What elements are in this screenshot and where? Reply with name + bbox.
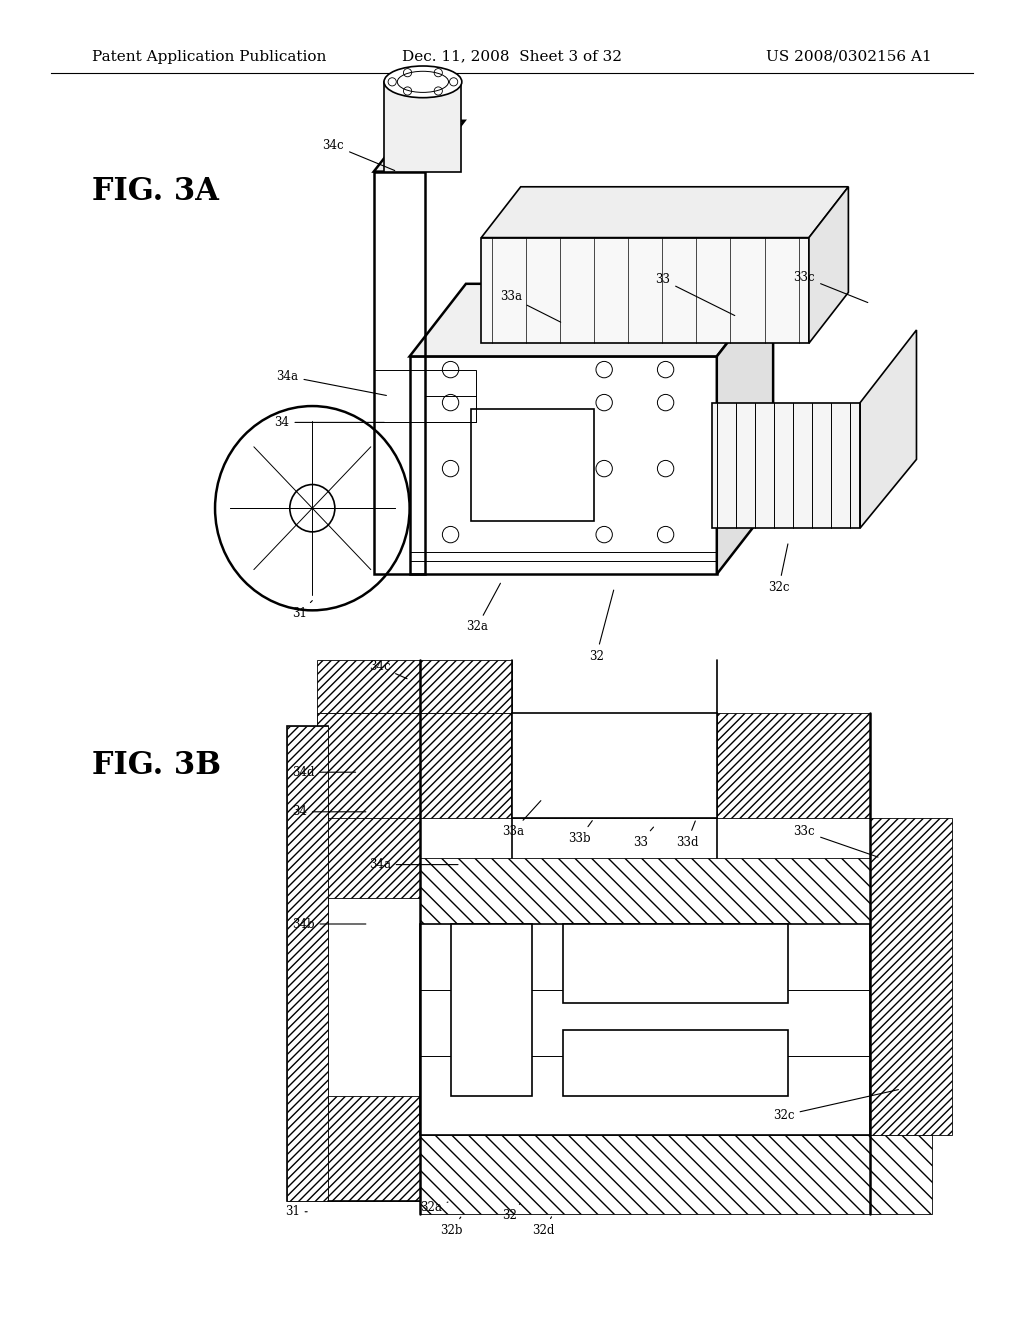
- Bar: [374, 172, 425, 574]
- Bar: [420, 924, 870, 1135]
- Text: 32: 32: [589, 590, 613, 663]
- Text: 32c: 32c: [773, 1089, 898, 1122]
- Polygon shape: [317, 660, 512, 713]
- Text: 34c: 34c: [369, 660, 408, 678]
- Text: 33a: 33a: [502, 801, 541, 838]
- Text: 34a: 34a: [369, 858, 458, 871]
- Bar: [287, 726, 328, 1201]
- Bar: [471, 409, 594, 521]
- Text: 32c: 32c: [768, 544, 790, 594]
- Bar: [563, 1030, 788, 1096]
- Polygon shape: [870, 818, 952, 1135]
- Text: 33b: 33b: [568, 821, 592, 845]
- Text: 33c: 33c: [794, 825, 878, 857]
- Bar: [563, 924, 788, 1003]
- Text: Dec. 11, 2008  Sheet 3 of 32: Dec. 11, 2008 Sheet 3 of 32: [402, 50, 622, 63]
- Text: FIG. 3A: FIG. 3A: [92, 176, 219, 207]
- Bar: [374, 370, 476, 422]
- Text: 34a: 34a: [276, 370, 386, 396]
- Text: 32: 32: [502, 1204, 520, 1222]
- Text: FIG. 3B: FIG. 3B: [92, 750, 221, 781]
- Bar: [512, 713, 717, 818]
- Polygon shape: [481, 187, 848, 238]
- Bar: [287, 647, 973, 1228]
- Text: Patent Application Publication: Patent Application Publication: [92, 50, 327, 63]
- Text: 33: 33: [655, 273, 735, 315]
- Polygon shape: [374, 121, 464, 172]
- Text: 31: 31: [292, 601, 312, 620]
- Bar: [384, 82, 461, 172]
- Bar: [451, 924, 532, 1096]
- Text: 32a: 32a: [420, 1201, 447, 1214]
- Text: 32a: 32a: [466, 583, 501, 634]
- Text: 33d: 33d: [676, 821, 698, 849]
- Text: 32d: 32d: [532, 1217, 555, 1237]
- Polygon shape: [420, 1135, 932, 1214]
- Text: 31: 31: [285, 1205, 307, 1218]
- Polygon shape: [860, 330, 916, 528]
- Text: 33c: 33c: [794, 271, 867, 302]
- Text: 34d: 34d: [292, 766, 355, 779]
- Text: 34b: 34b: [292, 917, 366, 931]
- Bar: [481, 238, 809, 343]
- Polygon shape: [420, 858, 870, 924]
- Polygon shape: [717, 284, 773, 574]
- Polygon shape: [317, 1096, 420, 1201]
- Text: 34: 34: [274, 416, 384, 429]
- Text: 34c: 34c: [323, 139, 394, 170]
- Text: 33a: 33a: [500, 290, 561, 322]
- Polygon shape: [410, 284, 773, 356]
- Polygon shape: [809, 187, 848, 343]
- Polygon shape: [317, 713, 870, 818]
- Ellipse shape: [384, 66, 462, 98]
- Text: 34: 34: [292, 805, 366, 818]
- Polygon shape: [287, 726, 328, 1201]
- Text: 33: 33: [633, 828, 653, 849]
- Text: 32b: 32b: [440, 1217, 463, 1237]
- Polygon shape: [317, 713, 420, 898]
- Bar: [712, 403, 860, 528]
- Text: US 2008/0302156 A1: US 2008/0302156 A1: [766, 50, 932, 63]
